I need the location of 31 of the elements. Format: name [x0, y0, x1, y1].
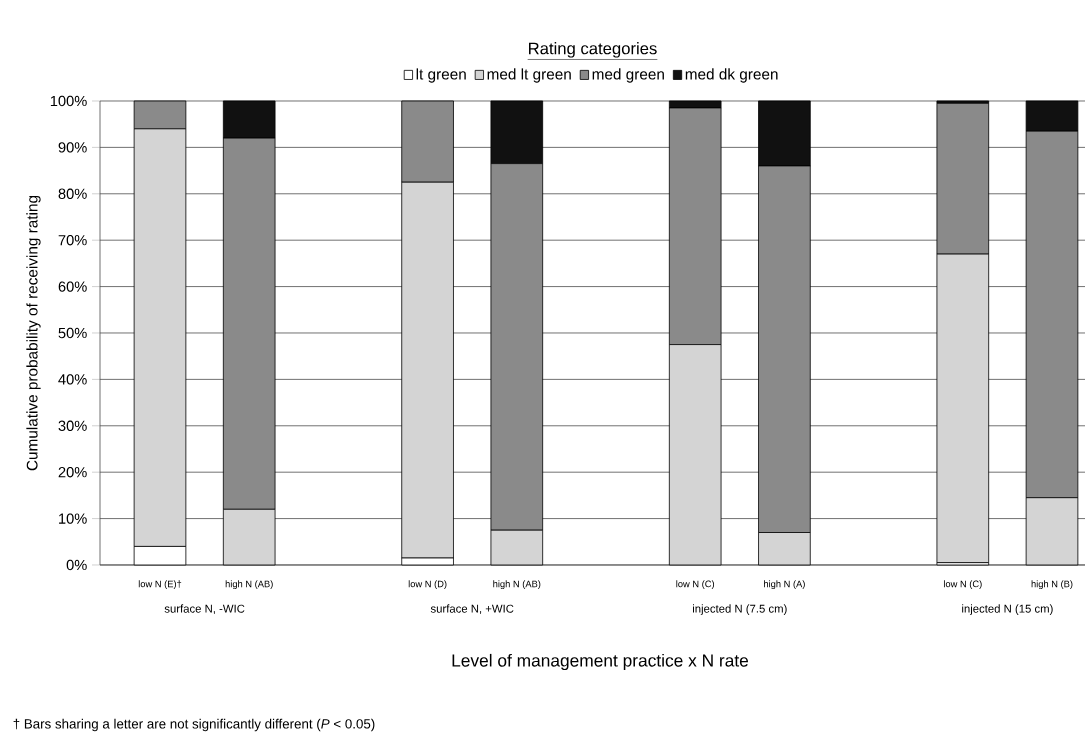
y-tick-label: 50%: [58, 327, 87, 339]
text: surface N, +WIC: [430, 604, 514, 615]
legend-label: med lt green: [487, 68, 571, 83]
y-tick-label: 80%: [58, 188, 87, 199]
y-tick-label: 10%: [59, 513, 87, 524]
legend-label: lt green: [416, 68, 466, 83]
y-tick-label: 0%: [66, 559, 87, 571]
x-tick-label: high N (AB): [493, 580, 541, 590]
y-tick-label: 60%: [58, 281, 87, 292]
legend-label: med dk green: [685, 68, 778, 83]
x-tick-label: low N (E)†: [138, 580, 182, 590]
x-tick-label: high N (A): [764, 580, 805, 590]
y-tick-label: 20%: [58, 467, 87, 478]
x-axis-title: Level of management practice x N rate: [452, 653, 749, 671]
text: injected N (15 cm): [962, 604, 1053, 615]
y-tick-label: 40%: [58, 374, 87, 385]
x-tick-label: high N (B): [1031, 580, 1073, 590]
y-tick-label: 90%: [58, 142, 87, 153]
y-tick-label: 100%: [50, 95, 87, 107]
y-axis-title: Cumulative probability of receiving rating: [26, 195, 41, 471]
x-tick-label: low N (C): [676, 580, 715, 590]
text: surface N, -WIC: [164, 604, 245, 615]
y-tick-label: 70%: [58, 235, 87, 246]
text: † Bars sharing a letter are not significantly different (P < 0.05): [13, 718, 375, 732]
legend-label: med green: [592, 68, 664, 83]
x-tick-label: high N (AB): [225, 580, 273, 590]
x-tick-label: low N (D): [408, 580, 447, 590]
legend-title: Rating categories: [529, 42, 657, 58]
y-tick-label: 30%: [58, 420, 87, 431]
x-tick-label: low N (C): [943, 580, 982, 590]
text: injected N (7.5 cm): [693, 604, 787, 615]
